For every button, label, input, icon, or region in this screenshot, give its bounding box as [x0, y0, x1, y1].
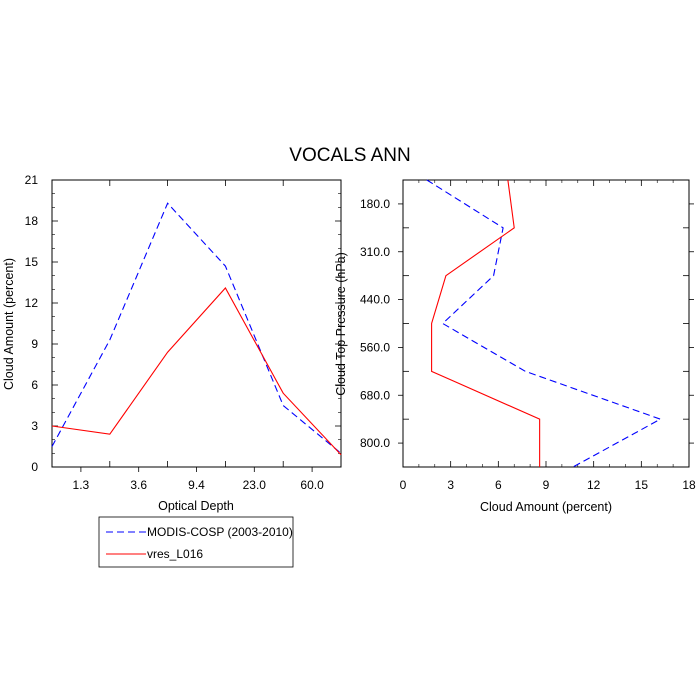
legend-label-model: vres_L016 — [147, 547, 203, 561]
left-series-line-1 — [51, 287, 342, 456]
left-plot-frame — [51, 179, 342, 468]
left-y-tick-label: 6 — [31, 378, 38, 392]
left-y-tick-label: 21 — [25, 173, 39, 187]
left-y-tick-label: 12 — [25, 296, 39, 310]
left-y-tick-label: 18 — [25, 214, 39, 228]
left-x-tick-label: 1.3 — [73, 478, 90, 492]
right-x-tick-label: 6 — [495, 478, 502, 492]
right-x-tick-label: 3 — [447, 478, 454, 492]
right-plot-frame — [402, 179, 690, 468]
chart-title: VOCALS ANN — [289, 145, 410, 166]
right-panel: 0 3 6 9 12 15 18 180.0 310.0 440.0 560.0 680.0 800.0 — [360, 179, 696, 492]
left-panel: 0 3 6 9 12 15 18 21 1.3 3.6 9.4 23.0 60.0 — [25, 173, 342, 492]
right-y-tick-label: 310.0 — [360, 245, 390, 259]
right-x-tick-label: 12 — [587, 478, 601, 492]
left-x-tick-label: 60.0 — [300, 478, 324, 492]
right-y-axis-label: Cloud Top Pressure (hPa) — [334, 252, 348, 396]
right-y-tick-label: 180.0 — [360, 197, 390, 211]
left-y-tick-label: 15 — [25, 255, 39, 269]
legend-label-obs: MODIS-COSP (2003-2010) — [147, 525, 293, 539]
left-x-axis-label: Optical Depth — [158, 499, 234, 513]
left-series-line-0 — [51, 202, 342, 454]
left-x-tick-label: 3.6 — [130, 478, 147, 492]
right-series-line-1 — [431, 179, 541, 467]
right-x-tick-label: 0 — [400, 478, 407, 492]
right-series-line-0 — [426, 179, 662, 468]
right-y-tick-label: 440.0 — [360, 293, 390, 307]
right-x-tick-label: 9 — [543, 478, 550, 492]
left-y-tick-label: 9 — [31, 337, 38, 351]
left-y-tick-label: 3 — [31, 419, 38, 433]
left-x-tick-label: 23.0 — [243, 478, 267, 492]
right-y-tick-label: 680.0 — [360, 388, 390, 402]
right-y-tick-label: 560.0 — [360, 340, 390, 354]
legend-box — [98, 516, 294, 568]
right-y-tick-label: 800.0 — [360, 436, 390, 450]
right-x-tick-label: 15 — [635, 478, 649, 492]
legend: MODIS-COSP (2003-2010) vres_L016 — [98, 516, 294, 568]
left-x-tick-label: 9.4 — [188, 478, 205, 492]
right-x-tick-label: 18 — [682, 478, 696, 492]
left-y-axis-label: Cloud Amount (percent) — [2, 258, 16, 390]
right-x-axis-label: Cloud Amount (percent) — [480, 500, 612, 514]
left-y-tick-label: 0 — [31, 460, 38, 474]
